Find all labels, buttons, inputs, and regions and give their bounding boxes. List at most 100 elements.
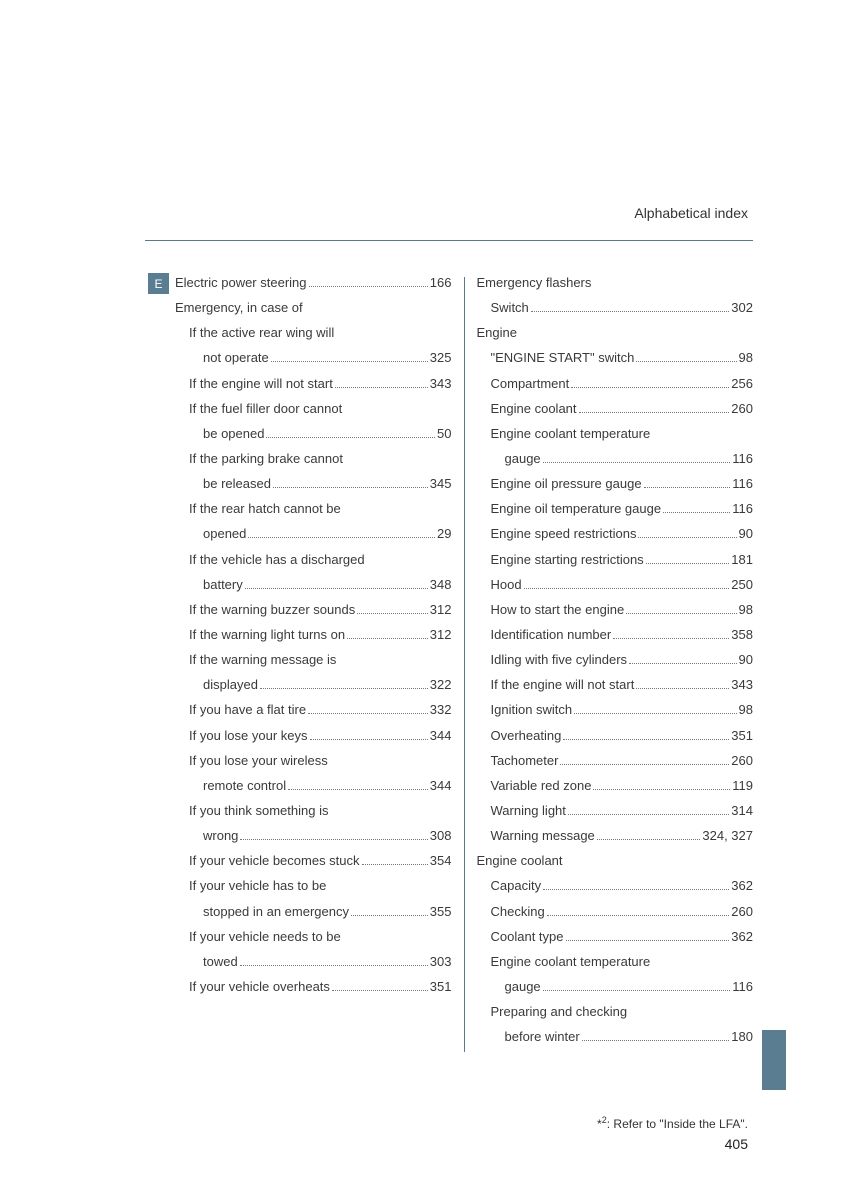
index-entry: Identification number358: [477, 625, 754, 645]
index-entry: Tachometer260: [477, 751, 754, 771]
index-entry-page: 362: [731, 927, 753, 947]
index-entry: Emergency flashers: [477, 273, 754, 293]
leader-dots: [543, 889, 729, 890]
index-entry: gauge116: [477, 977, 754, 997]
leader-dots: [245, 588, 428, 589]
index-entry-page: 116: [732, 977, 753, 997]
index-entry-page: 250: [731, 575, 753, 595]
leader-dots: [335, 387, 428, 388]
index-entry: be opened50: [175, 424, 452, 444]
index-entry-page: 343: [731, 675, 753, 695]
index-entry: If the parking brake cannot: [175, 449, 452, 469]
index-entry-label: not operate: [203, 348, 269, 368]
index-entry: If the engine will not start343: [175, 374, 452, 394]
leader-dots: [271, 361, 428, 362]
index-entry-page: 344: [430, 726, 452, 746]
index-entry-page: 29: [437, 524, 451, 544]
index-entry-label: If your vehicle has to be: [189, 876, 326, 896]
leader-dots: [524, 588, 730, 589]
index-entry-label: be released: [203, 474, 271, 494]
index-entry: If the warning light turns on 312: [175, 625, 452, 645]
index-entry-label: Checking: [491, 902, 545, 922]
index-entry-page: 332: [430, 700, 452, 720]
leader-dots: [347, 638, 428, 639]
index-entry-label: be opened: [203, 424, 264, 444]
index-entry-page: 119: [732, 776, 753, 796]
index-entry-page: 345: [430, 474, 452, 494]
index-entry-label: Engine oil temperature gauge: [491, 499, 662, 519]
leader-dots: [260, 688, 428, 689]
index-entry-page: 98: [739, 700, 753, 720]
index-entry: Engine oil temperature gauge116: [477, 499, 754, 519]
index-entry-label: If the warning buzzer sounds: [189, 600, 355, 620]
index-entry-page: 351: [430, 977, 452, 997]
index-entry: battery348: [175, 575, 452, 595]
index-entry-label: Identification number: [491, 625, 612, 645]
index-entry: If you think something is: [175, 801, 452, 821]
index-entry: If your vehicle becomes stuck354: [175, 851, 452, 871]
index-entry: If your vehicle needs to be: [175, 927, 452, 947]
leader-dots: [597, 839, 701, 840]
index-entry: Switch302: [477, 298, 754, 318]
index-entry: gauge 116: [477, 449, 754, 469]
index-entry-label: Engine coolant temperature: [491, 424, 651, 444]
leader-dots: [663, 512, 730, 513]
leader-dots: [309, 286, 428, 287]
index-entry-label: gauge: [505, 449, 541, 469]
index-entry-label: If your vehicle overheats: [189, 977, 330, 997]
leader-dots: [563, 739, 729, 740]
index-entry-label: Coolant type: [491, 927, 564, 947]
index-entry-label: If the warning light turns on: [189, 625, 345, 645]
index-entry-label: Emergency flashers: [477, 273, 592, 293]
index-entry-label: Overheating: [491, 726, 562, 746]
leader-dots: [613, 638, 729, 639]
index-entry-label: Engine: [477, 323, 517, 343]
index-entry-label: Tachometer: [491, 751, 559, 771]
index-entry-page: 181: [731, 550, 753, 570]
leader-dots: [646, 563, 730, 564]
leader-dots: [273, 487, 428, 488]
leader-dots: [629, 663, 736, 664]
index-entry: Capacity362: [477, 876, 754, 896]
index-entry: If the rear hatch cannot be: [175, 499, 452, 519]
index-entry: Engine coolant temperature: [477, 424, 754, 444]
index-entry-label: Emergency, in case of: [175, 298, 303, 318]
index-entry: stopped in an emergency 355: [175, 902, 452, 922]
index-entry: If the engine will not start 343: [477, 675, 754, 695]
index-entry-page: 303: [430, 952, 452, 972]
index-entry: If the vehicle has a discharged: [175, 550, 452, 570]
index-entry-page: 325: [430, 348, 452, 368]
index-entry: towed303: [175, 952, 452, 972]
index-entry: Warning light314: [477, 801, 754, 821]
index-entry-page: 324, 327: [702, 826, 753, 846]
index-entry-label: Capacity: [491, 876, 542, 896]
index-entry: not operate 325: [175, 348, 452, 368]
leader-dots: [568, 814, 729, 815]
index-entry: Engine coolant: [477, 851, 754, 871]
leader-dots: [308, 713, 428, 714]
index-entry-page: 98: [739, 348, 753, 368]
index-entry-label: Engine speed restrictions: [491, 524, 637, 544]
index-entry: wrong308: [175, 826, 452, 846]
leader-dots: [332, 990, 428, 991]
leader-dots: [626, 613, 736, 614]
index-entry-label: If you have a flat tire: [189, 700, 306, 720]
index-entry-label: If you think something is: [189, 801, 328, 821]
leader-dots: [582, 1040, 730, 1041]
index-entry: If the fuel filler door cannot: [175, 399, 452, 419]
leader-dots: [357, 613, 428, 614]
index-entry-label: If the engine will not start: [491, 675, 635, 695]
leader-dots: [266, 437, 435, 438]
index-entry-page: 355: [430, 902, 452, 922]
index-entry-page: 116: [732, 449, 753, 469]
index-entry-page: 344: [430, 776, 452, 796]
index-entry-page: 312: [430, 625, 452, 645]
index-entry-page: 302: [731, 298, 753, 318]
index-entry: Preparing and checking: [477, 1002, 754, 1022]
index-entry: If the active rear wing will: [175, 323, 452, 343]
leader-dots: [310, 739, 428, 740]
index-entry-label: Engine coolant temperature: [491, 952, 651, 972]
column-divider: [464, 277, 465, 1052]
index-entry-label: stopped in an emergency: [203, 902, 349, 922]
index-entry-page: 354: [430, 851, 452, 871]
